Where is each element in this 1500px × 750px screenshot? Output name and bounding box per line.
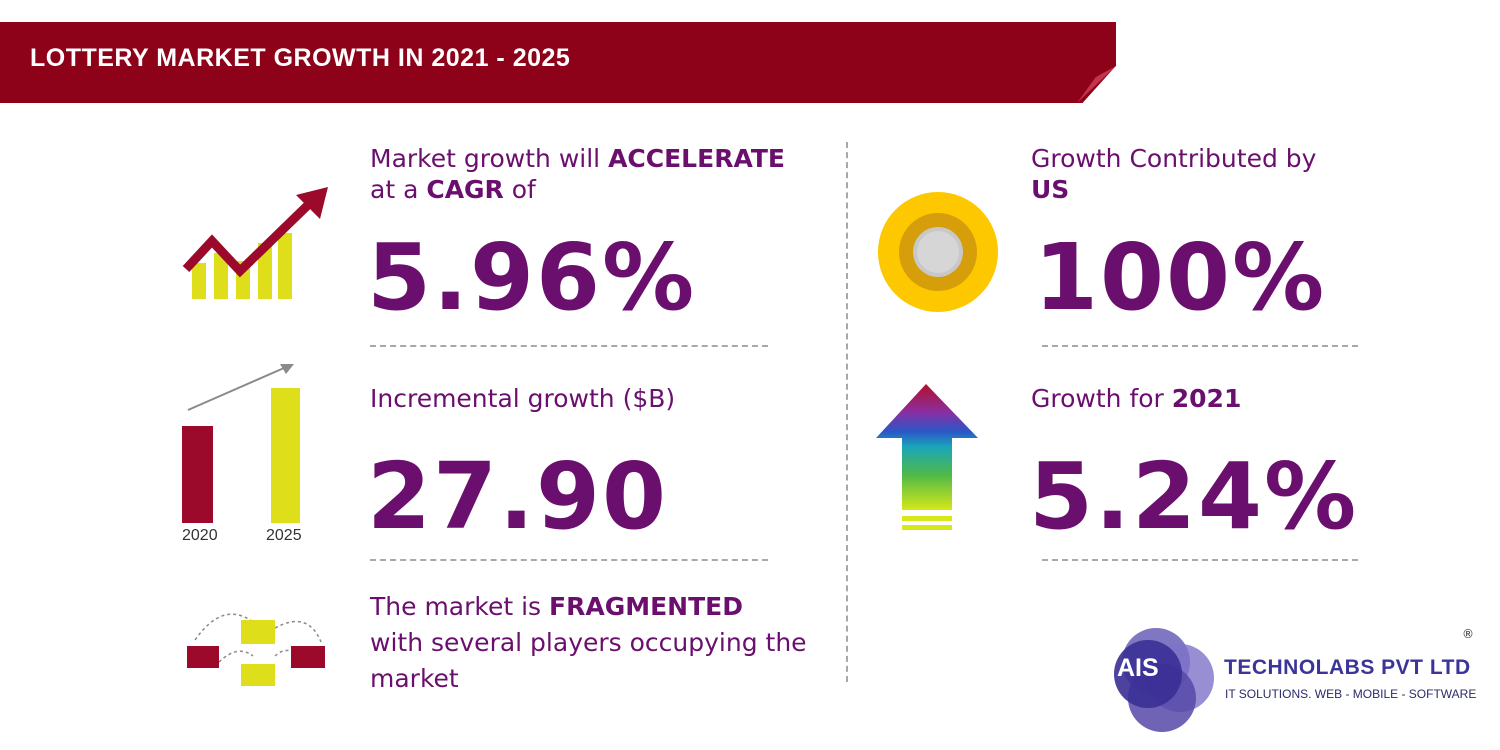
us-emphasis: US — [1031, 175, 1070, 204]
divider — [370, 559, 768, 561]
title-banner — [0, 22, 1116, 103]
company-logo-badge: AIS — [1117, 654, 1159, 682]
year-label-start: 2020 — [182, 527, 218, 544]
cagr-line-1: Market growth will ACCELERATE — [370, 143, 785, 174]
company-logo-circles — [1114, 628, 1214, 732]
us-line-1: Growth Contributed by — [1031, 144, 1317, 173]
divider — [1042, 559, 1358, 561]
cagr-emphasis: CAGR — [426, 175, 504, 204]
divider — [1042, 345, 1358, 347]
yoy-year-emphasis: 2021 — [1171, 384, 1242, 413]
cagr-line-2-suffix: of — [503, 175, 536, 204]
fragmented-line-1: The market is FRAGMENTED — [370, 591, 743, 622]
incremental-label: Incremental growth ($B) — [370, 384, 676, 413]
yoy-label-prefix: Growth for — [1031, 384, 1172, 413]
buildings-network-icon — [187, 613, 325, 686]
cagr-value: 5.96% — [367, 224, 697, 331]
company-name: TECHNOLABS PVT LTD — [1224, 656, 1471, 679]
fragmented-line-3: market — [370, 664, 459, 693]
target-coin-icon — [878, 192, 998, 312]
page-title: LOTTERY MARKET GROWTH IN 2021 - 2025 — [30, 44, 571, 72]
fragmented-line-1-prefix: The market is — [370, 592, 550, 621]
rainbow-up-arrow-icon — [876, 384, 978, 530]
fragmented-line-2: with several players occupying the — [370, 628, 807, 657]
bar-growth-icon — [182, 364, 300, 523]
registered-mark: ® — [1462, 627, 1474, 641]
cagr-line-2: at a CAGR of — [370, 174, 536, 205]
us-contribution-value: 100% — [1034, 224, 1327, 331]
yoy-label: Growth for 2021 — [1031, 383, 1241, 414]
company-tagline: IT SOLUTIONS. WEB - MOBILE - SOFTWARE — [1225, 687, 1477, 701]
cagr-line-1-prefix: Market growth will — [370, 144, 609, 173]
accelerate-emphasis: ACCELERATE — [608, 144, 785, 173]
yoy-value: 5.24% — [1029, 443, 1359, 550]
column-divider — [846, 142, 848, 682]
divider — [370, 345, 768, 347]
trend-arrow-icon — [182, 187, 328, 299]
incremental-value: 27.90 — [367, 443, 669, 550]
year-label-end: 2025 — [266, 527, 302, 544]
cagr-line-2-prefix: at a — [370, 175, 427, 204]
us-line-2: US — [1031, 174, 1069, 205]
fragmented-emphasis: FRAGMENTED — [549, 592, 743, 621]
